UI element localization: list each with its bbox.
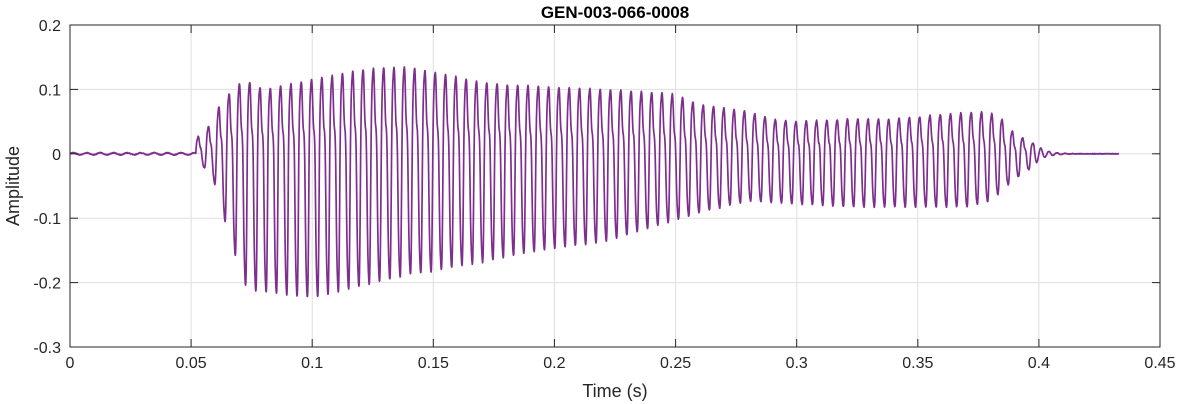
y-axis-label: Amplitude	[3, 146, 23, 226]
y-tick-label: 0.1	[39, 82, 61, 99]
x-tick-label: 0.1	[301, 355, 323, 372]
plot-frame	[69, 24, 1161, 348]
x-tick-label: 0.15	[418, 355, 449, 372]
y-tick-label: 0.2	[39, 18, 61, 35]
waveform-line	[70, 66, 1120, 298]
chart-title: GEN-003-066-0008	[541, 3, 689, 22]
y-tick-label: -0.2	[33, 276, 61, 293]
axis-ticks	[69, 24, 1161, 348]
x-tick-label: 0.35	[902, 355, 933, 372]
y-tick-label: -0.1	[33, 211, 61, 228]
x-tick-label: 0.3	[786, 355, 808, 372]
x-tick-label: 0.4	[1028, 355, 1050, 372]
y-tick-label: 0	[52, 147, 61, 164]
x-tick-label: 0.45	[1144, 355, 1175, 372]
x-tick-label: 0.25	[660, 355, 691, 372]
x-tick-label: 0	[66, 355, 75, 372]
x-axis-label: Time (s)	[582, 381, 647, 401]
x-tick-labels: 0 0.05 0.1 0.15 0.2 0.25 0.3 0.35 0.4 0.45	[66, 355, 1176, 372]
x-tick-label: 0.05	[176, 355, 207, 372]
y-tick-labels: -0.3 -0.2 -0.1 0 0.1 0.2	[33, 18, 61, 357]
y-tick-label: -0.3	[33, 340, 61, 357]
x-tick-label: 0.2	[543, 355, 565, 372]
